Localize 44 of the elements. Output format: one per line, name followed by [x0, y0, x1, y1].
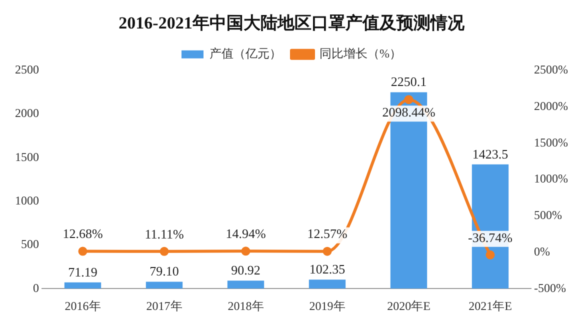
- x-tick-label: 2020年E: [387, 298, 430, 313]
- data-label: 90.92: [231, 262, 260, 278]
- x-tick-label: 2016年: [64, 298, 101, 313]
- data-label: 12.57%: [307, 226, 348, 242]
- y-tick-label: 2500: [15, 62, 39, 77]
- legend-label: 同比增长（%）: [320, 46, 402, 61]
- x-tick-label: 2019年: [309, 298, 346, 313]
- data-label: 79.10: [150, 264, 179, 279]
- y-tick-label: 1000: [15, 193, 39, 208]
- data-label: 11.11%: [144, 226, 184, 242]
- y-tick-label: 2000: [15, 106, 39, 120]
- data-label: 102.35: [309, 262, 346, 277]
- chart-title: 2016-2021年中国大陆地区口罩产值及预测情况: [118, 14, 466, 33]
- bar: [146, 282, 183, 289]
- y2-tick-label: 1500%: [534, 135, 568, 150]
- point: [322, 246, 332, 256]
- point: [241, 246, 250, 256]
- data-label: -36.74%: [468, 230, 513, 245]
- point: [78, 246, 88, 256]
- y2-tick-label: 2000%: [534, 98, 568, 113]
- y2-tick-label: 500%: [534, 208, 562, 222]
- data-label: 12.68%: [62, 226, 103, 242]
- data-label: 2250.1: [390, 74, 427, 90]
- x-tick-label: 2017年: [146, 298, 182, 313]
- x-tick-label: 2018年: [228, 298, 264, 313]
- point: [486, 250, 495, 260]
- point: [404, 95, 414, 104]
- y2-tick-label: -500%: [534, 280, 566, 295]
- data-label: 1423.5: [472, 146, 508, 162]
- y2-tick-label: 2500%: [534, 62, 568, 77]
- bar: [308, 280, 346, 289]
- bar: [64, 282, 102, 289]
- y-tick-label: 1500: [15, 150, 39, 164]
- y-tick-label: 0: [33, 280, 39, 295]
- data-label: 2098.44%: [382, 104, 436, 120]
- y-tick-label: 500: [21, 237, 39, 252]
- point: [160, 246, 169, 256]
- bar: [227, 280, 264, 289]
- y2-tick-label: 1000%: [534, 172, 568, 186]
- y2-tick-label: 0%: [534, 244, 550, 258]
- data-label: 14.94%: [226, 226, 266, 242]
- data-label: 71.19: [68, 264, 98, 280]
- legend-label: 产值（亿元）: [210, 46, 282, 61]
- x-tick-label: 2021年E: [468, 298, 512, 313]
